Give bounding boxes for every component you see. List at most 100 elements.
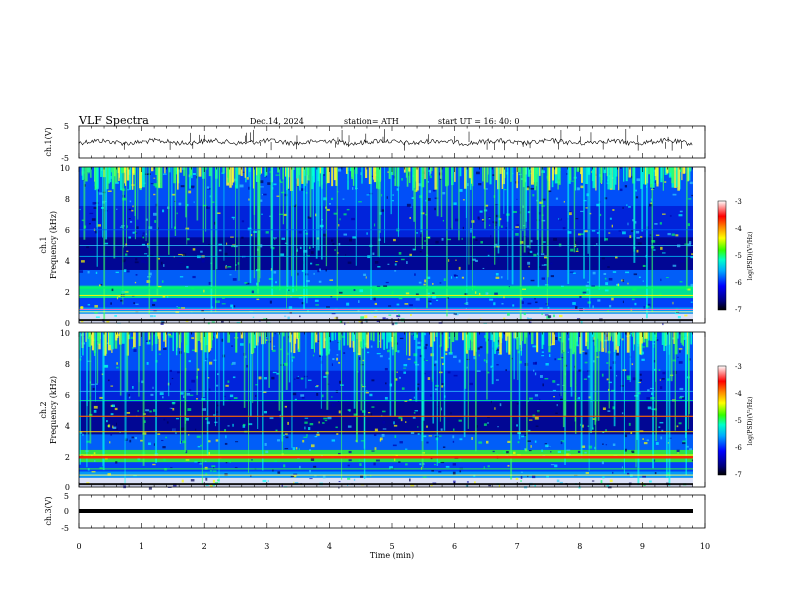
spectro-speckle bbox=[160, 320, 165, 323]
spectro-speckle bbox=[131, 436, 134, 439]
spectro-speckle bbox=[607, 410, 611, 412]
spectro-speckle bbox=[631, 451, 635, 454]
spectro-fringe bbox=[489, 167, 492, 185]
spectro-speckle bbox=[131, 346, 134, 349]
spectro-speckle bbox=[686, 445, 689, 448]
spectro-speckle bbox=[374, 302, 378, 306]
spectro-speckle bbox=[650, 202, 653, 205]
spectro-fringe bbox=[362, 332, 365, 340]
spectro-speckle bbox=[397, 350, 400, 353]
spectro-speckle bbox=[353, 478, 356, 481]
spectro-fringe bbox=[235, 332, 238, 352]
spectro-speckle bbox=[241, 220, 245, 223]
spectro-speckle bbox=[684, 314, 688, 317]
spectro-speckle bbox=[521, 301, 524, 304]
spectro-speckle bbox=[481, 218, 484, 221]
spectro-speckle bbox=[682, 442, 686, 445]
spectro-speckle bbox=[542, 241, 546, 243]
spectro-line bbox=[79, 245, 693, 246]
spectro-speckle bbox=[292, 392, 297, 396]
spectro-speckle bbox=[544, 443, 547, 445]
spectro-sferic bbox=[257, 167, 259, 294]
spectro-fringe bbox=[424, 167, 426, 180]
spectro-sferic bbox=[113, 167, 116, 259]
spectro-fringe bbox=[177, 332, 179, 348]
spectro-speckle bbox=[602, 476, 605, 479]
spectro-speckle bbox=[542, 383, 544, 387]
spectro-speckle bbox=[290, 475, 295, 478]
spectro-speckle bbox=[403, 364, 408, 367]
spectro-speckle bbox=[563, 200, 565, 203]
spectro-speckle bbox=[269, 417, 274, 420]
spectro-speckle bbox=[646, 439, 649, 442]
spectro-speckle bbox=[128, 393, 130, 397]
spectro-fringe bbox=[470, 167, 472, 190]
spectro-speckle bbox=[630, 175, 633, 179]
ch2-ytick-0: 0 bbox=[65, 483, 70, 492]
spectro-speckle bbox=[365, 276, 367, 279]
spectro-speckle bbox=[631, 450, 635, 453]
spectro-speckle bbox=[242, 171, 245, 173]
spectro-fringe bbox=[654, 167, 657, 177]
spectro-sferic bbox=[421, 332, 424, 442]
spectro-speckle bbox=[418, 281, 422, 284]
spectro-speckle bbox=[382, 317, 386, 320]
spectro-sferic bbox=[685, 332, 688, 476]
spectro-speckle bbox=[475, 239, 478, 241]
spectro-speckle bbox=[224, 429, 226, 432]
spectro-fringe bbox=[158, 167, 160, 188]
spectro-fringe bbox=[271, 332, 273, 351]
spectro-speckle bbox=[527, 261, 531, 265]
spectro-speckle bbox=[109, 441, 111, 444]
spectro-speckle bbox=[173, 256, 175, 258]
spectro-speckle bbox=[284, 433, 288, 435]
spectro-speckle bbox=[146, 361, 149, 365]
spectro-speckle bbox=[449, 262, 452, 266]
spectro-speckle bbox=[196, 435, 201, 438]
spectro-speckle bbox=[153, 193, 156, 196]
spectro-speckle bbox=[288, 289, 290, 292]
spectro-speckle bbox=[593, 265, 597, 267]
spectro-speckle bbox=[687, 243, 691, 247]
spectro-fringe bbox=[520, 332, 522, 356]
spectro-speckle bbox=[282, 434, 285, 436]
spectro-speckle bbox=[553, 237, 557, 241]
spectro-fringe bbox=[172, 332, 175, 352]
spectro-speckle bbox=[387, 263, 390, 265]
spectro-speckle bbox=[658, 426, 661, 428]
spectro-speckle bbox=[478, 292, 481, 295]
spectro-speckle bbox=[550, 409, 553, 412]
spectro-speckle bbox=[393, 309, 396, 312]
spectro-sferic bbox=[312, 167, 314, 248]
spectro-speckle bbox=[232, 423, 234, 427]
spectro-sferic bbox=[587, 167, 589, 254]
spectro-speckle bbox=[372, 252, 375, 255]
spectro-fringe bbox=[321, 332, 323, 356]
spectro-speckle bbox=[177, 371, 181, 374]
spectro-speckle bbox=[575, 397, 579, 399]
ch1-ytick-2: 2 bbox=[65, 288, 70, 297]
spectro-speckle bbox=[626, 377, 631, 381]
spectro-speckle bbox=[331, 396, 333, 398]
spectro-fringe bbox=[88, 167, 90, 174]
spectro-sferic bbox=[210, 167, 213, 313]
spectro-speckle bbox=[276, 372, 280, 375]
spectro-speckle bbox=[360, 316, 365, 319]
spectro-sferic bbox=[506, 167, 509, 222]
spectro-speckle bbox=[566, 173, 569, 175]
spectro-speckle bbox=[605, 282, 609, 286]
spectro-sferic bbox=[285, 332, 288, 390]
spectro-speckle bbox=[93, 405, 98, 409]
spectro-sferic bbox=[562, 332, 565, 428]
spectro-speckle bbox=[287, 421, 289, 425]
spectro-speckle bbox=[104, 364, 109, 368]
spectro-speckle bbox=[452, 440, 455, 443]
spectro-speckle bbox=[609, 304, 612, 308]
ch1-waveform-panel: 5 -5 ch.1(V) bbox=[44, 122, 706, 163]
spectro-speckle bbox=[392, 194, 394, 196]
spectro-fringe bbox=[464, 167, 468, 189]
spectro-speckle bbox=[450, 412, 452, 415]
spectro-speckle bbox=[427, 295, 431, 298]
spectro-speckle bbox=[414, 189, 418, 193]
spectro-sferic bbox=[138, 332, 140, 397]
